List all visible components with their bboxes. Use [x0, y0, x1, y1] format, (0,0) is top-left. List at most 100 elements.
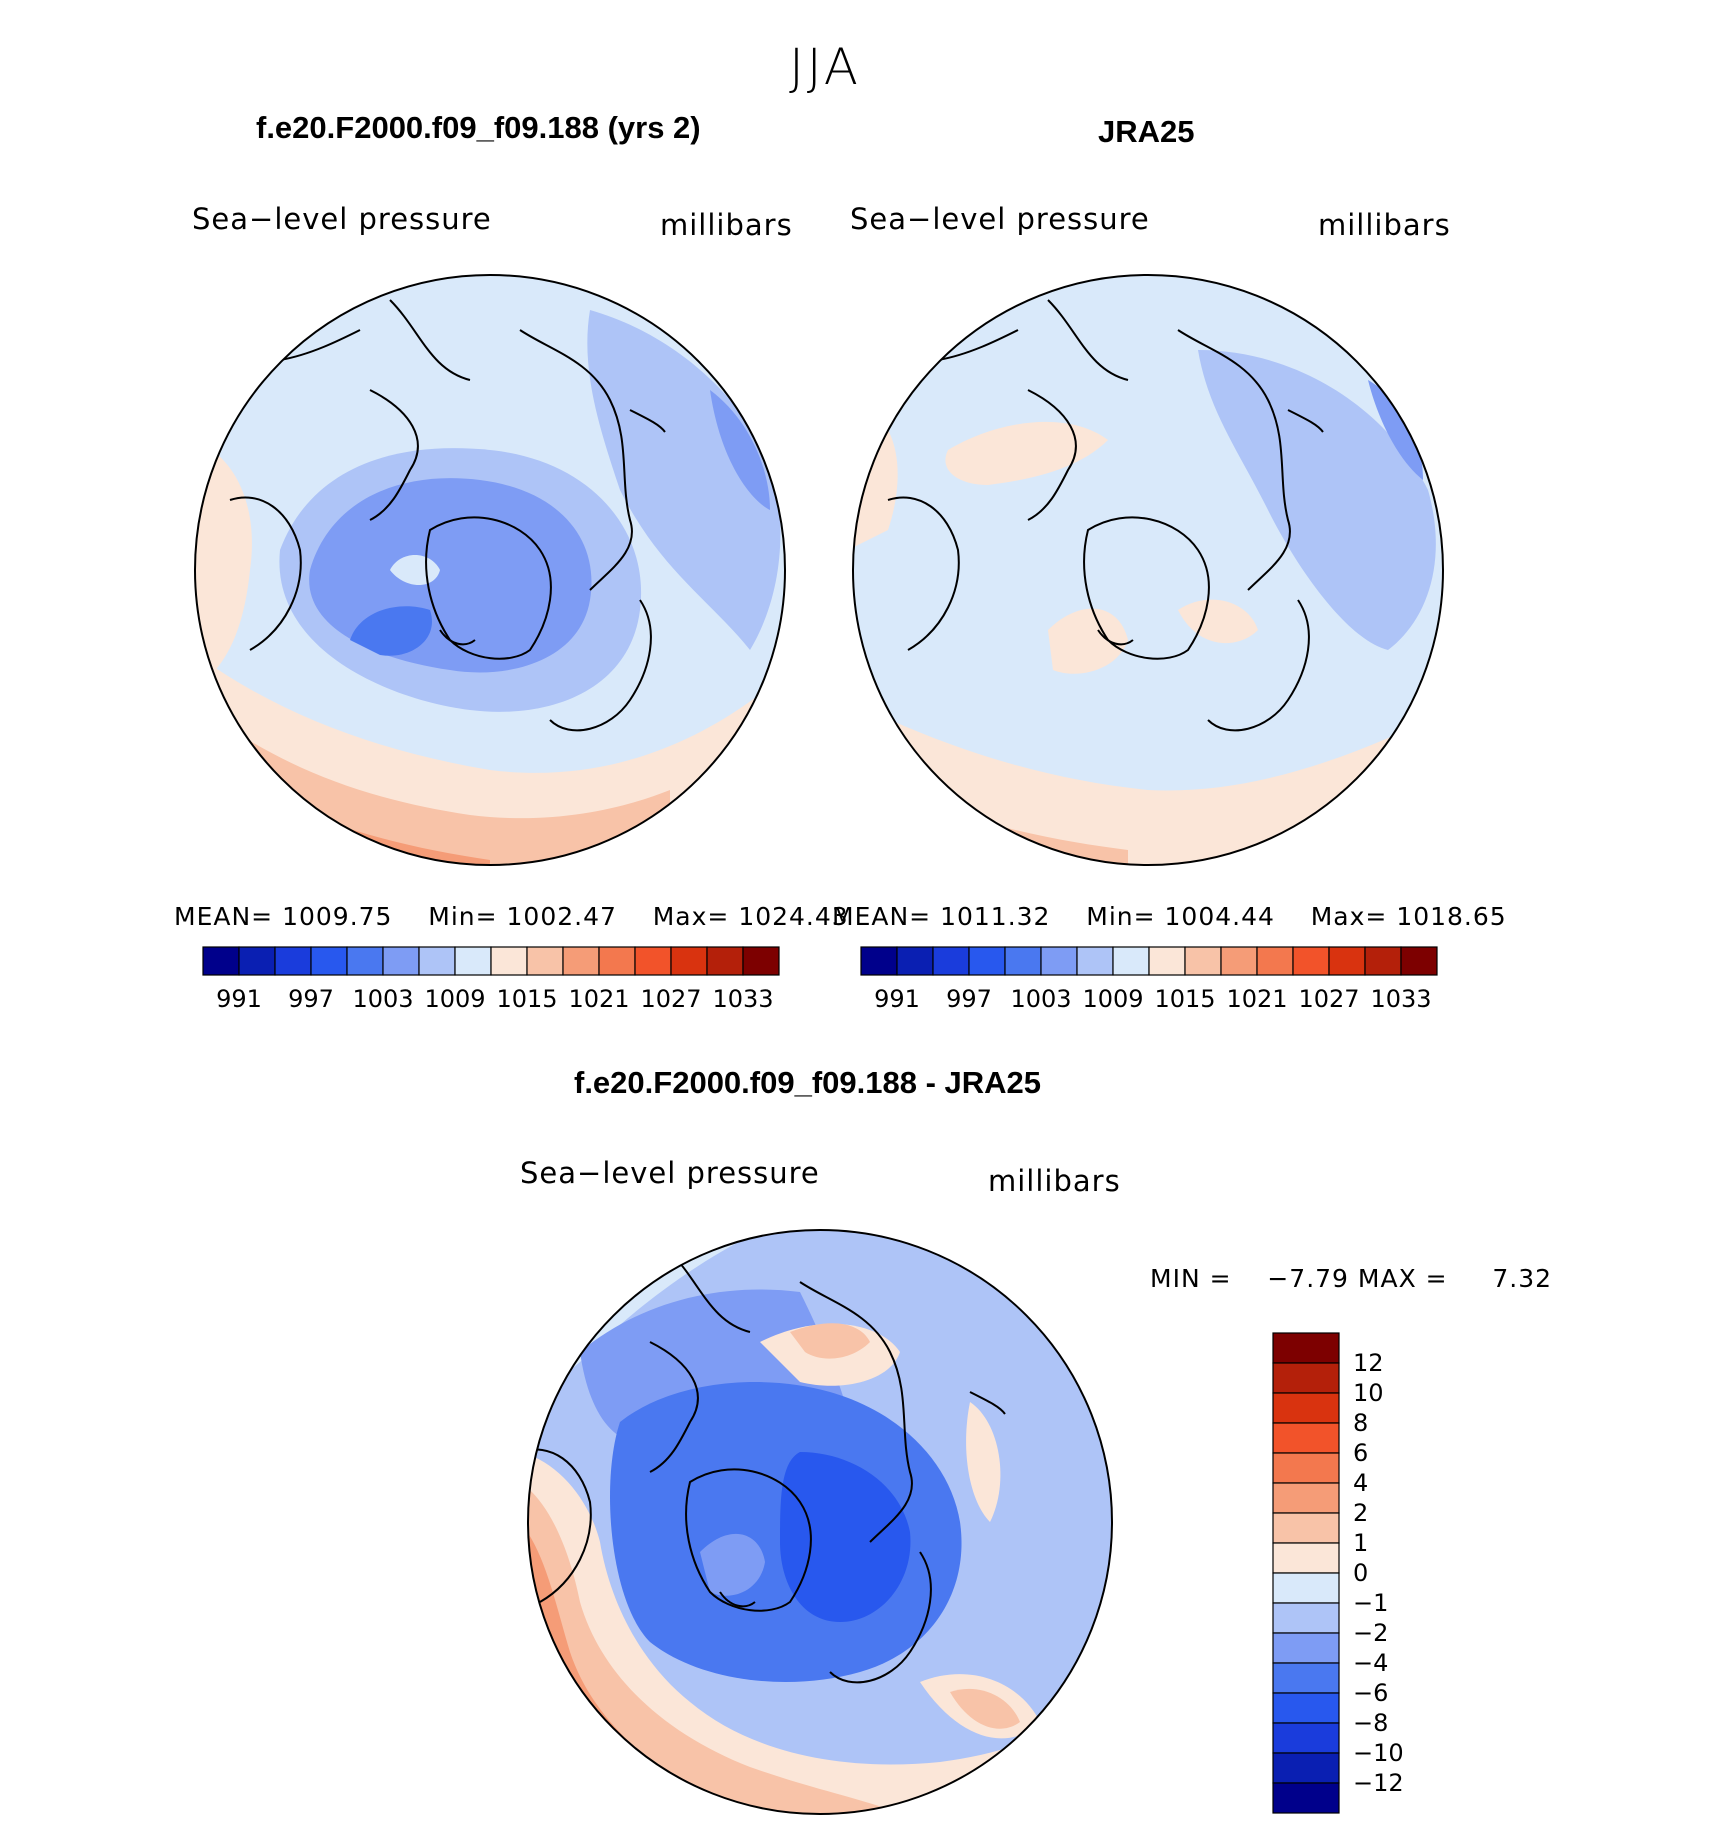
colorbar-swatches — [202, 946, 780, 976]
colorbar-swatch — [1292, 946, 1330, 976]
panel-2-stats: MEAN= 1011.32 Min= 1004.44 Max= 1018.65 — [832, 902, 1507, 931]
mean-label: MEAN= — [832, 902, 932, 931]
panel-2-variable: Sea−level pressure — [850, 202, 1150, 236]
colorbar-swatch — [562, 946, 600, 976]
colorbar-swatch — [1272, 1722, 1340, 1754]
colorbar-swatch — [1076, 946, 1114, 976]
colorbar-swatch — [490, 946, 528, 976]
colorbar-swatch — [968, 946, 1006, 976]
colorbar-tick-label: 4 — [1353, 1469, 1368, 1497]
colorbar-swatch — [1040, 946, 1078, 976]
panel-1-variable: Sea−level pressure — [192, 202, 492, 236]
colorbar-tick-label: 997 — [288, 985, 334, 1013]
colorbar-tick-label: 1033 — [712, 985, 773, 1013]
colorbar-tick-label: 1021 — [568, 985, 629, 1013]
colorbar-swatch — [1272, 1482, 1340, 1514]
colorbar-tick-label: 1015 — [1154, 985, 1215, 1013]
panel-1-units: millibars — [660, 208, 793, 242]
colorbar-swatch — [346, 946, 384, 976]
colorbar-swatch — [1272, 1452, 1340, 1484]
colorbar-tick-label: −12 — [1353, 1769, 1404, 1797]
colorbar-swatch — [526, 946, 564, 976]
mean-value: 1011.32 — [940, 902, 1051, 931]
colorbar-swatch — [1272, 1542, 1340, 1574]
colorbar-swatch — [1184, 946, 1222, 976]
colorbar-tick-label: −2 — [1353, 1619, 1388, 1647]
difference-variable: Sea−level pressure — [520, 1156, 820, 1190]
colorbar-tick-label: −10 — [1353, 1739, 1404, 1767]
colorbar-tick-label: 1033 — [1370, 985, 1431, 1013]
colorbar-swatch — [1272, 1512, 1340, 1544]
colorbar-swatch — [932, 946, 970, 976]
colorbar-swatch — [1272, 1782, 1340, 1814]
colorbar-swatch — [418, 946, 456, 976]
season-title: JJA — [789, 38, 861, 96]
colorbar-tick-label: −8 — [1353, 1709, 1388, 1737]
diff-min-label: MIN = — [1150, 1264, 1232, 1293]
colorbar-swatches — [1272, 1332, 1340, 1814]
min-label: Min= — [428, 902, 498, 931]
colorbar-swatch — [1272, 1662, 1340, 1694]
colorbar-swatch — [310, 946, 348, 976]
colorbar-swatch — [1272, 1602, 1340, 1634]
colorbar-swatch — [1272, 1752, 1340, 1784]
colorbar-tick-label: 1 — [1353, 1529, 1368, 1557]
min-label: Min= — [1086, 902, 1156, 931]
colorbar-swatch — [860, 946, 898, 976]
colorbar-tick-label: 1027 — [640, 985, 701, 1013]
panel-2-title: JRA25 — [1098, 114, 1195, 149]
colorbar-tick-label: 1009 — [1082, 985, 1143, 1013]
colorbar-swatch — [1112, 946, 1150, 976]
colorbar-tick-label: 2 — [1353, 1499, 1368, 1527]
colorbar-swatch — [742, 946, 780, 976]
max-value: 1018.65 — [1396, 902, 1507, 931]
colorbar-swatch — [1220, 946, 1258, 976]
colorbar-swatch — [1272, 1572, 1340, 1604]
colorbar-tick-label: 1027 — [1298, 985, 1359, 1013]
colorbar-swatch — [1256, 946, 1294, 976]
colorbar-swatch — [382, 946, 420, 976]
colorbar-swatch — [1272, 1422, 1340, 1454]
difference-minmax: MIN = −7.79 MAX = 7.32 — [1150, 1264, 1552, 1293]
colorbar-tick-label: 10 — [1353, 1379, 1384, 1407]
min-value: 1004.44 — [1164, 902, 1275, 931]
colorbar-swatch — [1272, 1692, 1340, 1724]
colorbar-tick-label: 997 — [946, 985, 992, 1013]
difference-units: millibars — [988, 1164, 1121, 1198]
colorbar-swatch — [1272, 1632, 1340, 1664]
mean-label: MEAN= — [174, 902, 274, 931]
colorbar-swatch — [274, 946, 312, 976]
panel-2-units: millibars — [1318, 208, 1451, 242]
colorbar-swatches — [860, 946, 1438, 976]
colorbar-swatch — [1400, 946, 1438, 976]
colorbar-swatch — [1004, 946, 1042, 976]
colorbar-tick-label: 12 — [1353, 1349, 1384, 1377]
colorbar-tick-label: 8 — [1353, 1409, 1368, 1437]
max-label: Max= — [1310, 902, 1388, 931]
max-value: 1024.43 — [738, 902, 849, 931]
colorbar-swatch — [634, 946, 672, 976]
panel-1-title: f.e20.F2000.f09_f09.188 (yrs 2) — [256, 110, 701, 145]
colorbar-tick-label: 6 — [1353, 1439, 1368, 1467]
colorbar-tick-label: 1015 — [496, 985, 557, 1013]
colorbar-swatch — [238, 946, 276, 976]
colorbar-tick-label: 1021 — [1226, 985, 1287, 1013]
colorbar-swatch — [1272, 1392, 1340, 1424]
panel-2-map — [852, 274, 1444, 866]
panel-1-stats: MEAN= 1009.75 Min= 1002.47 Max= 1024.43 — [174, 902, 849, 931]
difference-map — [527, 1229, 1113, 1815]
colorbar-swatch — [1148, 946, 1186, 976]
colorbar-tick-label: 991 — [216, 985, 262, 1013]
colorbar-tick-label: −1 — [1353, 1589, 1388, 1617]
colorbar-swatch — [1272, 1332, 1340, 1364]
colorbar-tick-label: −4 — [1353, 1649, 1388, 1677]
colorbar-swatch — [454, 946, 492, 976]
min-value: 1002.47 — [506, 902, 617, 931]
colorbar-swatch — [202, 946, 240, 976]
diff-max-value: 7.32 — [1492, 1264, 1553, 1293]
colorbar-tick-label: 1009 — [424, 985, 485, 1013]
colorbar-labels: 991 997 1003 1009 1015 1021 1027 1033 — [216, 985, 773, 1013]
diff-max-label: MAX = — [1357, 1264, 1448, 1293]
